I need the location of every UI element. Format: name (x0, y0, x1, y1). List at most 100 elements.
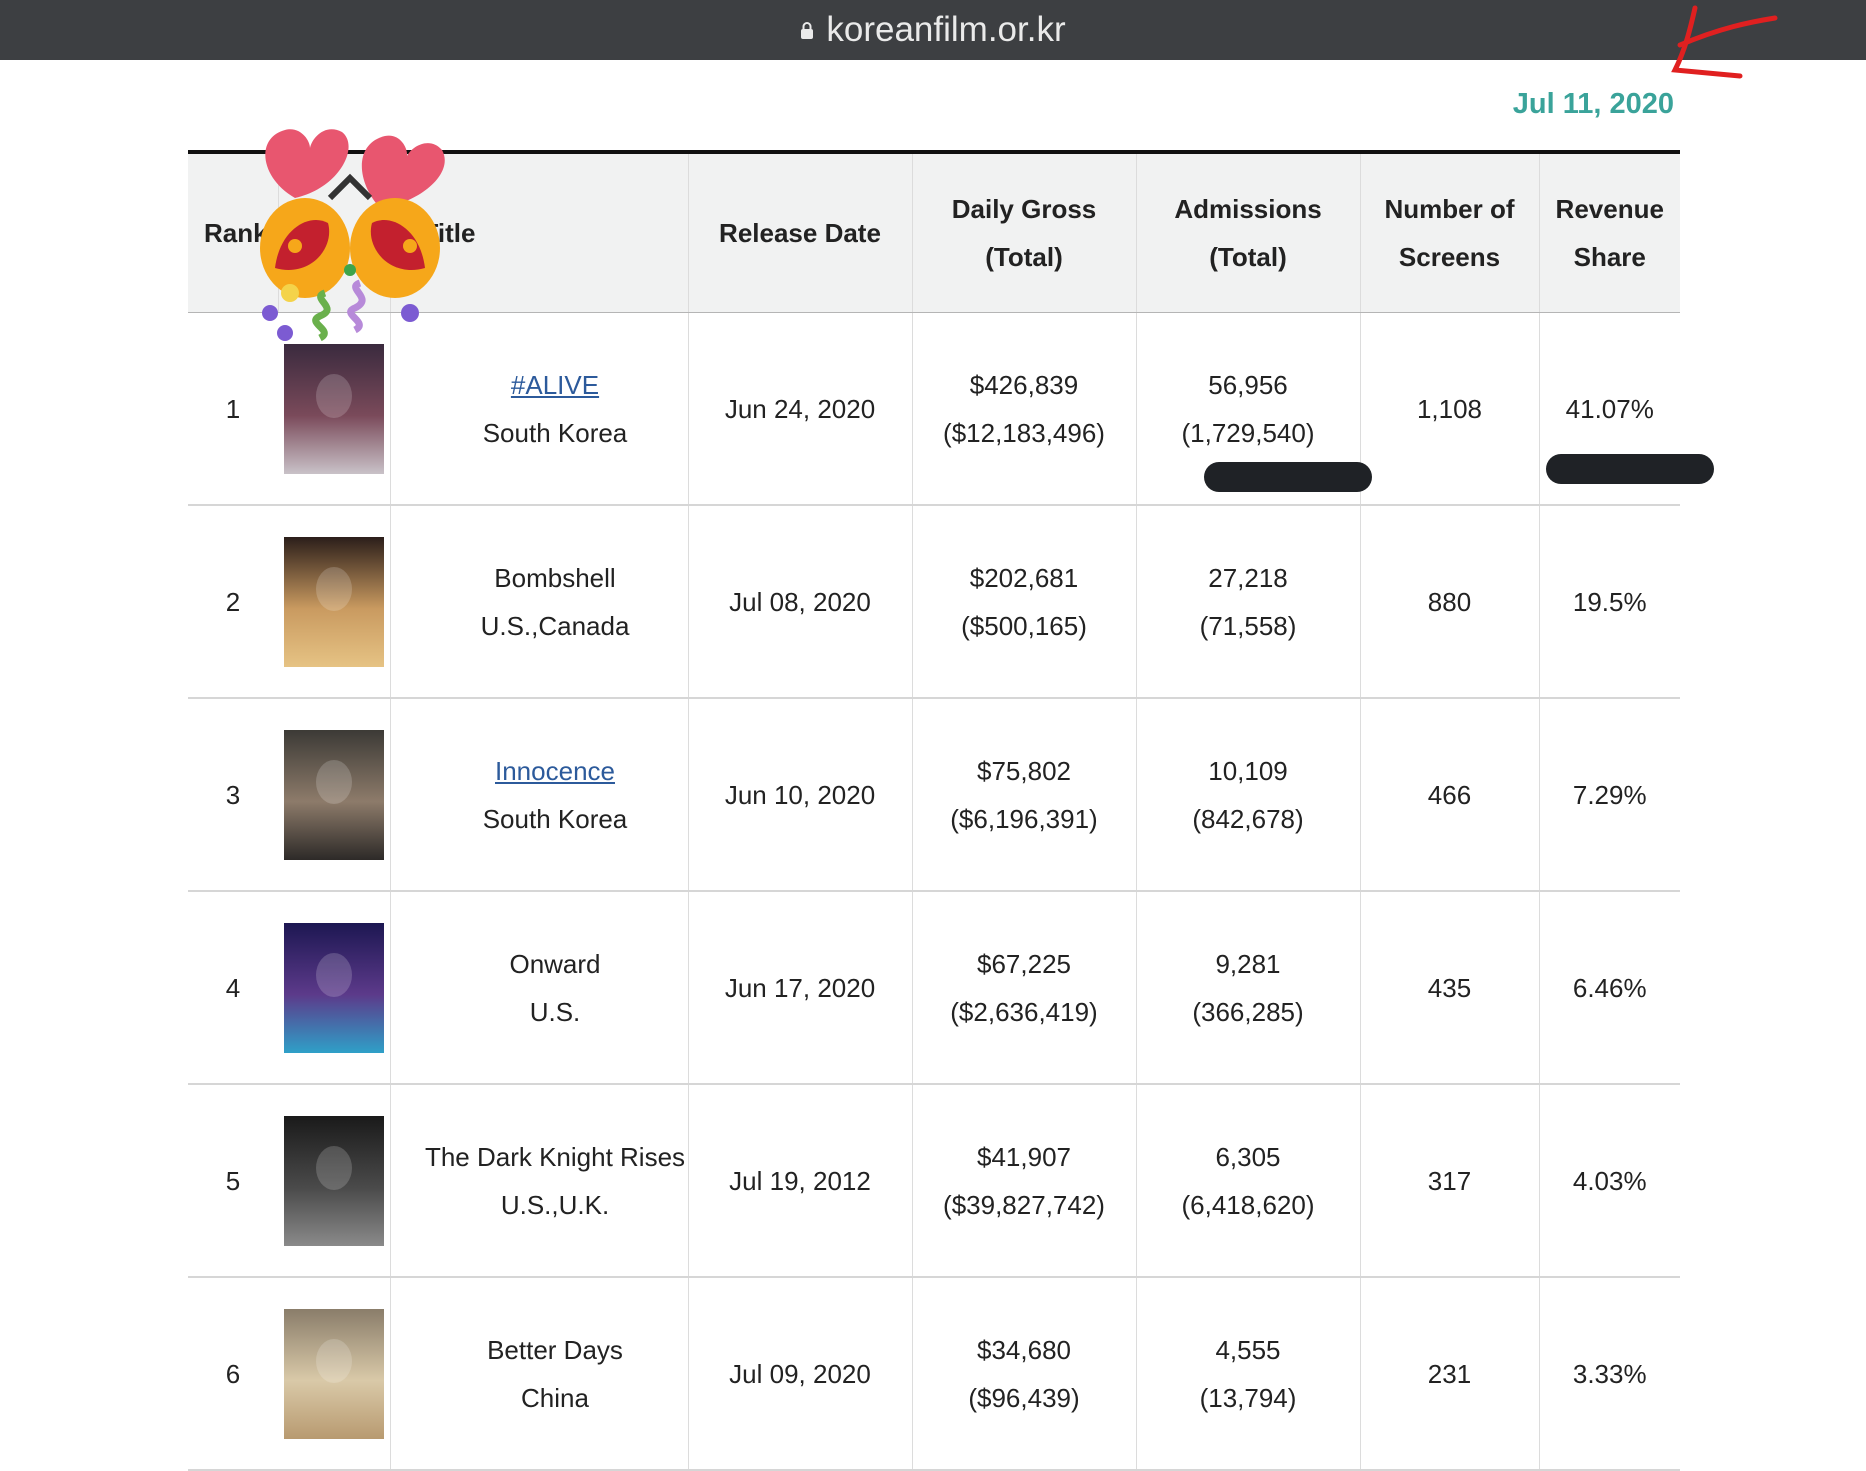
movie-title: The Dark Knight Rises (424, 1141, 686, 1172)
header-share-line2: Share (1573, 242, 1646, 272)
daily-admissions: 9,281 (1215, 948, 1281, 979)
poster-cell[interactable] (278, 1277, 390, 1471)
movie-poster-image[interactable] (283, 1308, 384, 1439)
table-row: 1 #ALIVE South Korea Jun 24, 2020 $426,8… (188, 312, 1680, 506)
daily-admissions: 56,956 (1208, 369, 1288, 400)
title-cell: Bombshell U.S.,Canada (389, 505, 688, 699)
revenue-share-cell: 4.03% (1538, 1084, 1680, 1278)
rank-cell: 2 (188, 505, 278, 699)
release-date-cell: Jun 24, 2020 (687, 312, 912, 506)
poster-cell[interactable] (278, 891, 390, 1085)
total-admissions: (13,794) (1199, 1382, 1297, 1413)
header-title: Title (389, 150, 688, 313)
header-daily-gross-line1: Daily Gross (951, 194, 1097, 224)
poster-cell[interactable] (278, 698, 390, 892)
header-release-date: Release Date (687, 150, 912, 313)
total-gross: ($12,183,496) (943, 417, 1105, 448)
daily-gross-cell: $67,225 ($2,636,419) (911, 891, 1136, 1085)
daily-gross: $75,802 (977, 755, 1071, 786)
header-admissions-line1: Admissions (1174, 194, 1322, 224)
movie-country: China (521, 1382, 589, 1413)
total-admissions: (6,418,620) (1181, 1189, 1315, 1220)
url-text: koreanfilm.or.kr (826, 10, 1066, 49)
table-row: 6 Better Days China Jul 09, 2020 $34,680… (188, 1277, 1680, 1471)
daily-gross: $34,680 (977, 1334, 1071, 1365)
table-row: 3 Innocence South Korea Jun 10, 2020 $75… (188, 698, 1680, 892)
table-row: 5 The Dark Knight Rises U.S.,U.K. Jul 19… (188, 1084, 1680, 1278)
daily-gross-cell: $75,802 ($6,196,391) (911, 698, 1136, 892)
lock-icon (800, 21, 814, 39)
report-date: Jul 11, 2020 (1512, 88, 1674, 120)
total-gross: ($2,636,419) (950, 996, 1098, 1027)
release-date-cell: Jul 08, 2020 (687, 505, 912, 699)
total-admissions: (842,678) (1192, 803, 1304, 834)
screens-cell: 435 (1359, 891, 1539, 1085)
movie-poster-image[interactable] (283, 729, 384, 860)
admissions-cell: 10,109 (842,678) (1135, 698, 1360, 892)
total-admissions: (1,729,540) (1181, 417, 1315, 448)
header-admissions-line2: (Total) (1209, 242, 1287, 272)
header-admissions: Admissions (Total) (1135, 150, 1360, 313)
release-date-cell: Jul 19, 2012 (687, 1084, 912, 1278)
daily-admissions: 10,109 (1208, 755, 1288, 786)
daily-gross: $202,681 (969, 562, 1079, 593)
total-gross: ($96,439) (968, 1382, 1080, 1413)
movie-country: U.S.,Canada (480, 610, 630, 641)
total-gross: ($6,196,391) (950, 803, 1098, 834)
movie-poster-image[interactable] (283, 343, 384, 474)
movie-country: U.S.,U.K. (500, 1189, 610, 1220)
daily-gross-cell: $34,680 ($96,439) (911, 1277, 1136, 1471)
daily-gross: $426,839 (969, 369, 1079, 400)
redaction-mark (1204, 462, 1372, 492)
rank-cell: 5 (188, 1084, 278, 1278)
title-cell: Better Days China (389, 1277, 688, 1471)
daily-gross: $41,907 (977, 1141, 1071, 1172)
total-admissions: (71,558) (1199, 610, 1297, 641)
box-office-table: Rank Title Release Date Daily Gross (Tota… (188, 150, 1680, 1471)
header-share-line1: Revenue (1555, 194, 1664, 224)
poster-cell[interactable] (278, 1084, 390, 1278)
header-daily-gross-line2: (Total) (985, 242, 1063, 272)
movie-title: Better Days (487, 1334, 623, 1365)
screens-cell: 466 (1359, 698, 1539, 892)
screens-cell: 880 (1359, 505, 1539, 699)
header-screens-line1: Number of (1384, 194, 1515, 224)
total-gross: ($39,827,742) (943, 1189, 1105, 1220)
title-cell: Innocence South Korea (389, 698, 688, 892)
daily-gross: $67,225 (977, 948, 1071, 979)
movie-title-link[interactable]: Innocence (495, 755, 615, 786)
movie-country: U.S. (529, 996, 581, 1027)
daily-admissions: 4,555 (1215, 1334, 1281, 1365)
rank-cell: 6 (188, 1277, 278, 1471)
admissions-cell: 27,218 (71,558) (1135, 505, 1360, 699)
screens-cell: 231 (1359, 1277, 1539, 1471)
revenue-share-cell: 3.33% (1538, 1277, 1680, 1471)
daily-gross-cell: $202,681 ($500,165) (911, 505, 1136, 699)
rank-cell: 4 (188, 891, 278, 1085)
revenue-share-cell: 7.29% (1538, 698, 1680, 892)
daily-admissions: 27,218 (1208, 562, 1288, 593)
screens-cell: 317 (1359, 1084, 1539, 1278)
redaction-mark (1546, 454, 1714, 484)
movie-poster-image[interactable] (283, 536, 384, 667)
header-revenue-share: Revenue Share (1538, 150, 1680, 313)
header-daily-gross: Daily Gross (Total) (911, 150, 1136, 313)
release-date-cell: Jun 17, 2020 (687, 891, 912, 1085)
party-emoji-sticker (260, 129, 445, 342)
movie-country: South Korea (482, 803, 628, 834)
header-screens-line2: Screens (1398, 242, 1501, 272)
total-admissions: (366,285) (1192, 996, 1304, 1027)
poster-cell[interactable] (278, 505, 390, 699)
movie-poster-image[interactable] (283, 1115, 384, 1246)
admissions-cell: 9,281 (366,285) (1135, 891, 1360, 1085)
movie-title-link[interactable]: #ALIVE (510, 369, 600, 400)
title-cell: #ALIVE South Korea (389, 312, 688, 506)
browser-address-bar[interactable]: koreanfilm.or.kr (0, 0, 1866, 60)
title-cell: Onward U.S. (389, 891, 688, 1085)
revenue-share-cell: 41.07% (1538, 312, 1680, 506)
movie-poster-image[interactable] (283, 922, 384, 1053)
poster-cell[interactable] (278, 312, 390, 506)
movie-title: Bombshell (494, 562, 616, 593)
daily-admissions: 6,305 (1215, 1141, 1281, 1172)
title-cell: The Dark Knight Rises U.S.,U.K. (389, 1084, 688, 1278)
